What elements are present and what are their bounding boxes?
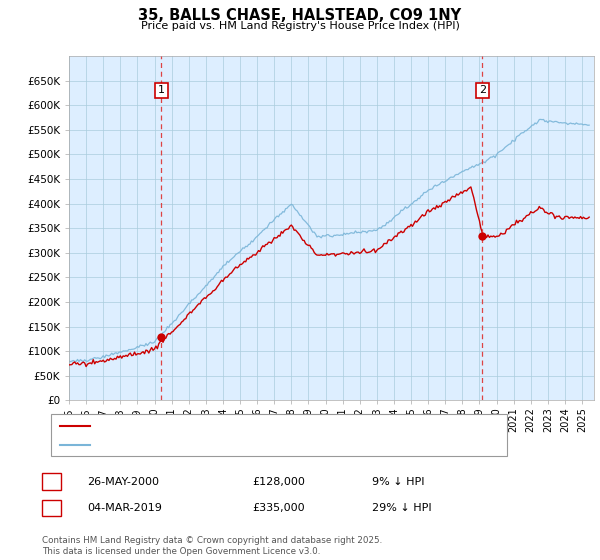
Text: Contains HM Land Registry data © Crown copyright and database right 2025.
This d: Contains HM Land Registry data © Crown c… <box>42 536 382 556</box>
Text: 04-MAR-2019: 04-MAR-2019 <box>87 503 162 513</box>
Text: 2: 2 <box>479 86 486 95</box>
Text: 35, BALLS CHASE, HALSTEAD, CO9 1NY: 35, BALLS CHASE, HALSTEAD, CO9 1NY <box>139 8 461 24</box>
Text: 9% ↓ HPI: 9% ↓ HPI <box>372 477 425 487</box>
Text: 2: 2 <box>48 503 55 513</box>
Text: 29% ↓ HPI: 29% ↓ HPI <box>372 503 431 513</box>
Text: 1: 1 <box>48 477 55 487</box>
Text: £335,000: £335,000 <box>252 503 305 513</box>
Text: 26-MAY-2000: 26-MAY-2000 <box>87 477 159 487</box>
Text: 35, BALLS CHASE, HALSTEAD, CO9 1NY (detached house): 35, BALLS CHASE, HALSTEAD, CO9 1NY (deta… <box>95 421 395 431</box>
Text: £128,000: £128,000 <box>252 477 305 487</box>
Text: Price paid vs. HM Land Registry's House Price Index (HPI): Price paid vs. HM Land Registry's House … <box>140 21 460 31</box>
Text: HPI: Average price, detached house, Braintree: HPI: Average price, detached house, Brai… <box>95 440 336 450</box>
Text: 1: 1 <box>158 86 165 95</box>
